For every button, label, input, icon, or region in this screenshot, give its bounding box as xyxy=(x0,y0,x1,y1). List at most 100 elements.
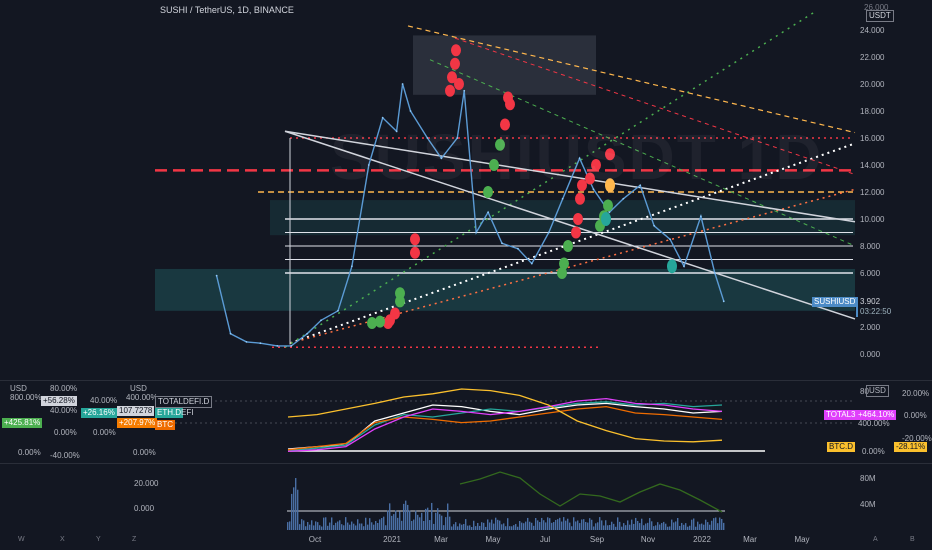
legend-ethd[interactable]: ETH.D xyxy=(155,408,183,418)
volume-bar xyxy=(607,525,609,530)
volume-bar xyxy=(677,517,679,530)
volume-bar xyxy=(293,487,295,530)
indicator-tick: -20.00% xyxy=(902,434,932,443)
pane-separator[interactable] xyxy=(0,463,932,464)
x-tick: Mar xyxy=(434,535,448,544)
chart-title[interactable]: SUSHI / TetherUS, 1D, BINANCE xyxy=(160,5,294,15)
volume-bar xyxy=(585,521,587,530)
indicator-tick: 20.00% xyxy=(902,389,930,398)
volume-bar xyxy=(305,526,307,530)
volume-bar xyxy=(539,522,541,530)
toolbar-item[interactable]: A xyxy=(873,536,878,543)
volume-bar xyxy=(523,523,525,530)
toolbar-item[interactable]: Y xyxy=(96,536,101,543)
toolbar-item[interactable]: W xyxy=(18,536,25,543)
volume-bar xyxy=(503,523,505,530)
main-price-pane[interactable]: 0.0002.0004.0006.0008.00010.00012.00014.… xyxy=(0,0,932,380)
price-point xyxy=(699,215,702,218)
volume-bar xyxy=(485,526,487,530)
volume-bar xyxy=(703,524,705,530)
price-chart-svg[interactable]: 0.0002.0004.0006.0008.00010.00012.00014.… xyxy=(0,0,932,380)
trendline-red-dashed xyxy=(454,37,856,175)
price-point xyxy=(501,242,503,245)
volume-bar xyxy=(535,518,537,530)
indicator-svg[interactable] xyxy=(0,381,932,463)
indicator-usd-right[interactable]: USD xyxy=(866,385,889,397)
volume-svg[interactable] xyxy=(0,464,932,530)
y-tick-label: 16.000 xyxy=(860,134,885,143)
warning-signal-marker xyxy=(605,178,615,193)
currency-unit-badge[interactable]: USDT xyxy=(866,10,894,22)
volume-bar xyxy=(701,523,703,530)
volume-bar xyxy=(543,520,545,530)
price-point xyxy=(245,340,248,343)
y-tick-label: 14.000 xyxy=(860,161,885,170)
volume-bar xyxy=(715,517,717,530)
symbol-price-badge: SUSHIUSDT xyxy=(812,297,863,307)
support-zone xyxy=(155,268,855,311)
buy-signal-marker xyxy=(563,240,573,252)
volume-bar xyxy=(507,518,509,530)
sell-signal-marker xyxy=(573,213,583,225)
legend-total3[interactable]: TOTAL3 xyxy=(824,410,858,420)
last-price-badge: 3.902 xyxy=(856,297,883,307)
btcd-value-badge: -28.11% xyxy=(894,442,928,452)
price-point xyxy=(517,247,519,250)
volume-bar xyxy=(683,524,685,530)
y-tick-label: 10.000 xyxy=(860,215,885,224)
volume-bar xyxy=(575,521,577,530)
volume-bar xyxy=(393,514,395,530)
toolbar-item[interactable]: Z xyxy=(132,536,137,543)
pane-separator[interactable] xyxy=(0,380,932,381)
volume-bar xyxy=(707,522,709,530)
volume-pane[interactable]: 20.000 0.000 80M 40M xyxy=(0,464,932,530)
toolbar-item[interactable]: X xyxy=(60,536,65,543)
volume-bar xyxy=(431,502,433,530)
volume-bar xyxy=(593,526,595,530)
trendline-gray-long xyxy=(284,130,856,320)
volume-bar xyxy=(573,517,575,530)
volume-bar xyxy=(427,507,429,530)
legend-btcd[interactable]: BTC.D xyxy=(827,442,855,452)
volume-bar xyxy=(501,524,503,530)
legend-btc[interactable]: BTC xyxy=(155,420,175,430)
buy-signal-marker xyxy=(489,159,499,171)
y-tick-label: 24.000 xyxy=(860,26,885,35)
price-point xyxy=(530,262,533,265)
volume-bar xyxy=(469,525,471,530)
price-point xyxy=(683,265,685,268)
bar-countdown: 03:22:50 xyxy=(856,307,894,317)
volume-bar xyxy=(453,524,455,530)
dominance-indicator-pane[interactable]: USD 800.00% +425.81% 0.00% 80.00% +56.28… xyxy=(0,381,932,463)
volume-bar xyxy=(467,525,469,530)
time-axis[interactable]: Oct 2021 Mar May Jul Sep Nov 2022 Mar Ma… xyxy=(0,531,932,550)
legend-totaldefi[interactable]: TOTALDEFI.D xyxy=(155,396,213,408)
volume-bar xyxy=(625,525,627,530)
volume-bar xyxy=(699,524,701,530)
badge-value-107: 107.7278 xyxy=(117,406,155,416)
x-tick: 2021 xyxy=(383,535,401,544)
volume-bar xyxy=(667,526,669,530)
volume-bar xyxy=(533,525,535,530)
indicator-tick: 80 xyxy=(860,387,869,396)
volume-bar xyxy=(553,522,555,530)
legend-efi[interactable]: EFI xyxy=(181,408,194,417)
volume-bar xyxy=(409,510,411,530)
volume-bar xyxy=(335,522,337,530)
volume-bar xyxy=(421,512,423,530)
symbol-watermark: SUSHIUSDT 1D xyxy=(330,121,824,193)
volume-bar xyxy=(419,517,421,530)
volume-bar xyxy=(577,520,579,530)
sell-signal-marker xyxy=(591,159,601,171)
sell-signal-marker xyxy=(447,71,457,84)
toolbar-item[interactable]: B xyxy=(910,536,915,543)
volume-bar xyxy=(349,524,351,530)
volume-bar xyxy=(329,522,331,530)
volume-bar xyxy=(621,526,623,530)
volume-bar xyxy=(495,517,497,530)
indicator-tick: 400.00% xyxy=(126,393,158,402)
volume-bar xyxy=(599,517,601,530)
volume-bar xyxy=(379,519,381,530)
volume-bar xyxy=(401,520,403,530)
price-point xyxy=(622,197,625,200)
